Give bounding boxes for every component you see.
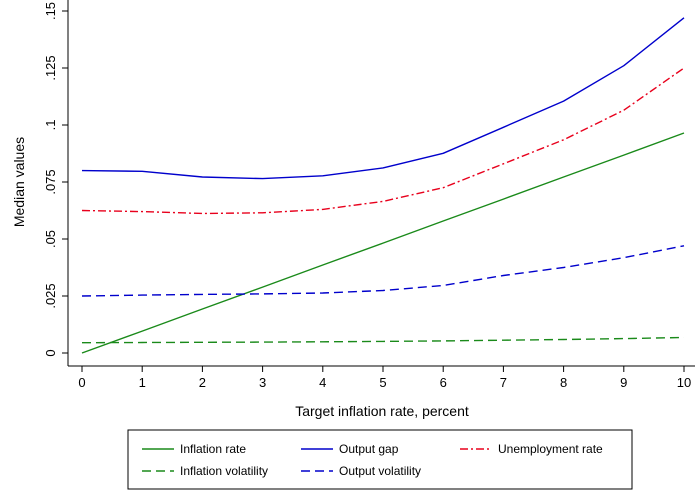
y-tick-label: .125 [43,55,58,80]
legend-box [127,429,633,490]
y-axis-title: Median values [11,137,27,227]
y-tick-label: 0 [43,349,58,356]
y-tick-label: .1 [43,120,58,131]
series-line-unemployment-rate [81,67,685,215]
legend-label: Output volatility [339,464,421,478]
x-tick-label: 5 [379,375,386,390]
x-tick-label: 9 [620,375,627,390]
x-tick-label: 7 [500,375,507,390]
y-tick-label: .025 [43,283,58,308]
x-tick-label: 1 [139,375,146,390]
series-line-output-volatility [81,245,685,297]
x-tick-label: 3 [259,375,266,390]
legend-label: Unemployment rate [498,442,603,456]
legend-label: Inflation volatility [180,464,268,478]
x-tick-label: 10 [677,375,691,390]
axes: 0 1 2 3 4 5 6 7 8 9 10 0 .025 .05 .075 .1 .125 .15 [43,0,695,390]
x-axis-title: Target inflation rate, percent [295,403,469,419]
series-line-output-gap [81,17,685,180]
series-line-inflation-volatility [81,336,685,344]
x-tick-label: 4 [319,375,326,390]
y-tick-label: .05 [43,230,58,248]
legend-label: Inflation rate [180,442,246,456]
legend-label: Output gap [339,442,399,456]
series-lines [81,17,685,354]
series-line-inflation-rate [81,132,685,354]
y-tick-label: .15 [43,2,58,20]
legend: Inflation rate Output gap Unemployment rat… [127,429,633,490]
x-tick-label: 0 [78,375,85,390]
x-tick-label: 6 [440,375,447,390]
x-tick-label: 2 [199,375,206,390]
x-tick-label: 8 [560,375,567,390]
y-tick-label: .075 [43,169,58,194]
